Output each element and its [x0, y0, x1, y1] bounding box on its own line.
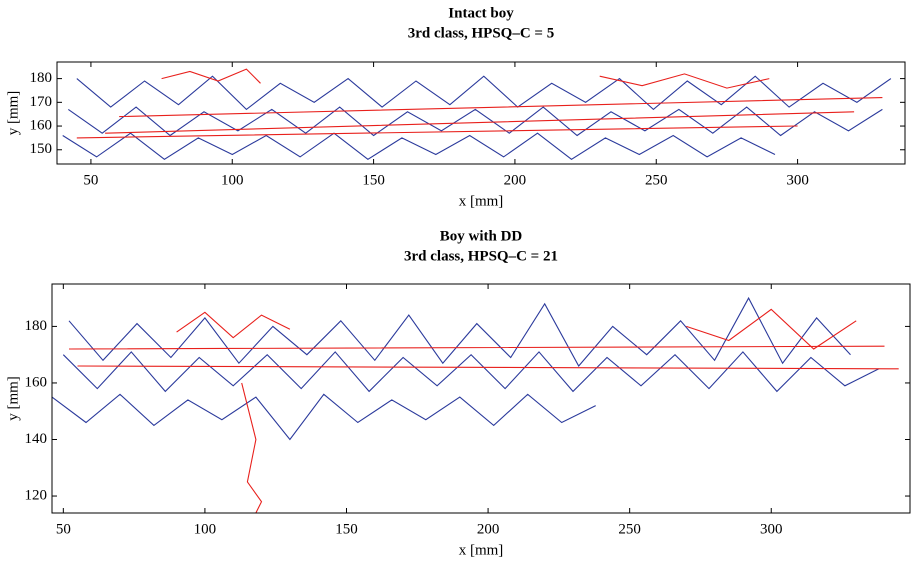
- y-tick-label: 120: [25, 487, 48, 503]
- x-tick-label: 100: [221, 172, 244, 188]
- x-tick-label: 300: [760, 521, 783, 537]
- chart-title: Boy with DD: [440, 228, 523, 244]
- y-axis-label: y [mm]: [5, 91, 21, 136]
- x-tick-label: 200: [477, 521, 500, 537]
- x-tick-label: 150: [362, 172, 385, 188]
- y-axis-label: y [mm]: [5, 376, 21, 421]
- pen-trajectory: [68, 308, 899, 513]
- x-tick-label: 200: [504, 172, 527, 188]
- pen-trajectory: [62, 75, 892, 160]
- plot-frame: [51, 283, 911, 514]
- y-tick-label: 180: [25, 318, 48, 334]
- chart-title: Intact boy: [448, 5, 514, 21]
- x-tick-label: 250: [618, 521, 641, 537]
- chart-subtitle: 3rd class, HPSQ–C = 5: [408, 25, 554, 41]
- y-tick-label: 160: [25, 374, 48, 390]
- y-tick-label: 170: [30, 94, 53, 110]
- x-tick-label: 250: [645, 172, 668, 188]
- x-tick-label: 150: [335, 521, 358, 537]
- x-axis-label: x [mm]: [459, 542, 504, 558]
- x-tick-label: 50: [56, 521, 71, 537]
- x-tick-label: 50: [83, 172, 98, 188]
- plot-frame: [56, 61, 906, 165]
- x-tick-label: 100: [194, 521, 217, 537]
- pen-trajectory: [52, 296, 880, 441]
- y-tick-label: 160: [30, 117, 53, 133]
- y-tick-label: 140: [25, 431, 48, 447]
- pen-trajectory: [76, 68, 883, 139]
- y-tick-label: 180: [30, 70, 53, 86]
- x-axis-label: x [mm]: [459, 193, 504, 209]
- x-tick-label: 300: [786, 172, 809, 188]
- chart-subtitle: 3rd class, HPSQ–C = 21: [404, 248, 558, 264]
- y-tick-label: 150: [30, 141, 53, 157]
